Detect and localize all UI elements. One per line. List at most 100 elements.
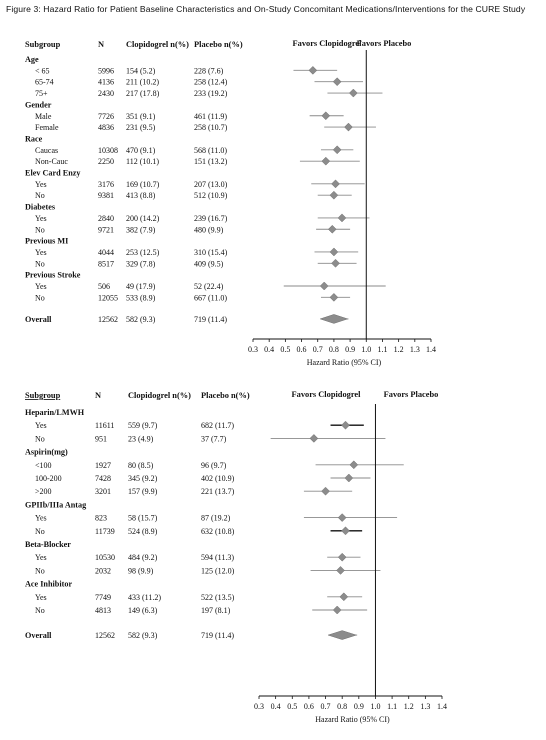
header-n: N xyxy=(98,40,104,49)
row-n: 10308 xyxy=(98,146,118,155)
row-placebo: 719 (11.4) xyxy=(201,631,234,640)
row-clopidogrel: 200 (14.2) xyxy=(126,214,160,223)
row-label: Male xyxy=(35,112,52,121)
row-label: < 65 xyxy=(35,66,50,75)
row-placebo: 87 (19.2) xyxy=(201,514,231,523)
subgroup-heading: Elev Card Enzy xyxy=(25,169,81,178)
row-n: 9721 xyxy=(98,225,114,234)
x-tick-label: 0.5 xyxy=(280,345,290,354)
row-clopidogrel: 533 (8.9) xyxy=(126,293,156,302)
row-n: 4136 xyxy=(98,78,114,87)
row-label: Yes xyxy=(35,593,47,602)
row-label: No xyxy=(35,527,45,536)
row-n: 7749 xyxy=(95,593,111,602)
row-clopidogrel: 345 (9.2) xyxy=(128,474,158,483)
row-n: 3176 xyxy=(98,180,114,189)
x-tick-label: 0.6 xyxy=(297,345,307,354)
row-placebo: 258 (12.4) xyxy=(194,78,228,87)
row-label: <100 xyxy=(35,461,52,470)
x-tick-label: 0.5 xyxy=(287,702,297,711)
hazard-ratio-marker xyxy=(332,145,342,155)
row-placebo: 52 (22.4) xyxy=(194,282,224,291)
row-clopidogrel: 231 (9.5) xyxy=(126,123,156,132)
row-label: No xyxy=(35,225,45,234)
favors-placebo-label: Favors Placebo xyxy=(357,39,412,48)
row-label: No xyxy=(35,191,45,200)
x-tick-label: 1.1 xyxy=(387,702,397,711)
row-n: 10530 xyxy=(95,553,115,562)
row-clopidogrel: 524 (8.9) xyxy=(128,527,158,536)
hazard-ratio-marker xyxy=(344,122,353,132)
row-n: 2840 xyxy=(98,214,114,223)
hazard-ratio-marker xyxy=(349,460,359,470)
row-placebo: 409 (9.5) xyxy=(194,259,224,268)
row-n: 11739 xyxy=(95,527,115,536)
subgroup-heading: Age xyxy=(25,55,39,64)
row-clopidogrel: 112 (10.1) xyxy=(126,157,159,166)
row-placebo: 151 (13.2) xyxy=(194,157,228,166)
subgroup-heading: Ace Inhibitor xyxy=(25,580,72,589)
subgroup-heading: Diabetes xyxy=(25,203,55,212)
x-axis-title: Hazard Ratio (95% CI) xyxy=(307,358,382,367)
subgroup-heading: Previous MI xyxy=(25,237,68,246)
row-label: Yes xyxy=(35,214,47,223)
x-tick-label: 0.4 xyxy=(271,702,281,711)
row-clopidogrel: 382 (7.9) xyxy=(126,225,156,234)
hazard-ratio-marker xyxy=(341,526,350,536)
hazard-ratio-marker xyxy=(319,314,349,324)
x-tick-label: 1.3 xyxy=(420,702,430,711)
row-clopidogrel: 329 (7.8) xyxy=(126,259,156,268)
row-placebo: 233 (19.2) xyxy=(194,89,228,98)
row-label: Caucas xyxy=(35,146,58,155)
row-n: 4044 xyxy=(98,248,114,257)
favors-placebo-label: Favors Placebo xyxy=(384,390,439,399)
x-tick-label: 0.9 xyxy=(345,345,355,354)
subgroup-heading: Previous Stroke xyxy=(25,271,81,280)
row-clopidogrel: 217 (17.8) xyxy=(126,89,160,98)
x-tick-label: 0.3 xyxy=(248,345,258,354)
row-placebo: 719 (11.4) xyxy=(194,315,227,324)
hazard-ratio-marker xyxy=(337,213,347,223)
row-placebo: 125 (12.0) xyxy=(201,566,235,575)
row-placebo: 228 (7.6) xyxy=(194,66,224,75)
x-tick-label: 0.8 xyxy=(337,702,347,711)
row-placebo: 594 (11.3) xyxy=(201,553,234,562)
row-placebo: 310 (15.4) xyxy=(194,248,228,257)
hazard-ratio-marker xyxy=(327,630,358,640)
favors-clopidogrel-label: Favors Clopidogrel xyxy=(292,390,362,399)
row-clopidogrel: 23 (4.9) xyxy=(128,434,154,443)
row-n: 12562 xyxy=(98,315,118,324)
x-tick-label: 1.4 xyxy=(437,702,447,711)
row-placebo: 461 (11.9) xyxy=(194,112,227,121)
row-clopidogrel: 413 (8.8) xyxy=(126,191,156,200)
header-clopidogrel: Clopidogrel n(%) xyxy=(126,40,189,49)
row-label: Yes xyxy=(35,282,47,291)
row-label: Yes xyxy=(35,421,47,430)
subgroup-heading: GPIIb/IIIa Antag xyxy=(25,500,87,509)
row-label: No xyxy=(35,293,45,302)
hazard-ratio-marker xyxy=(329,190,339,200)
x-tick-label: 1.2 xyxy=(404,702,414,711)
hazard-ratio-marker xyxy=(308,65,318,75)
row-placebo: 632 (10.8) xyxy=(201,527,235,536)
row-placebo: 197 (8.1) xyxy=(201,606,231,615)
row-label: No xyxy=(35,434,45,443)
hazard-ratio-marker xyxy=(341,420,350,430)
row-n: 11611 xyxy=(95,421,114,430)
row-placebo: 522 (13.5) xyxy=(201,593,235,602)
x-tick-label: 0.3 xyxy=(254,702,264,711)
row-placebo: 667 (11.0) xyxy=(194,293,227,302)
hazard-ratio-marker xyxy=(329,247,339,257)
hazard-ratio-marker xyxy=(321,156,331,166)
row-placebo: 221 (13.7) xyxy=(201,487,235,496)
row-placebo: 207 (13.0) xyxy=(194,180,228,189)
row-label: >200 xyxy=(35,487,52,496)
row-n: 951 xyxy=(95,434,107,443)
row-clopidogrel: 582 (9.3) xyxy=(126,315,156,324)
row-n: 4813 xyxy=(95,606,111,615)
header-subgroup: Subgroup xyxy=(25,391,61,400)
row-clopidogrel: 80 (8.5) xyxy=(128,461,154,470)
hazard-ratio-marker xyxy=(321,111,331,121)
hazard-ratio-marker xyxy=(332,77,342,87)
